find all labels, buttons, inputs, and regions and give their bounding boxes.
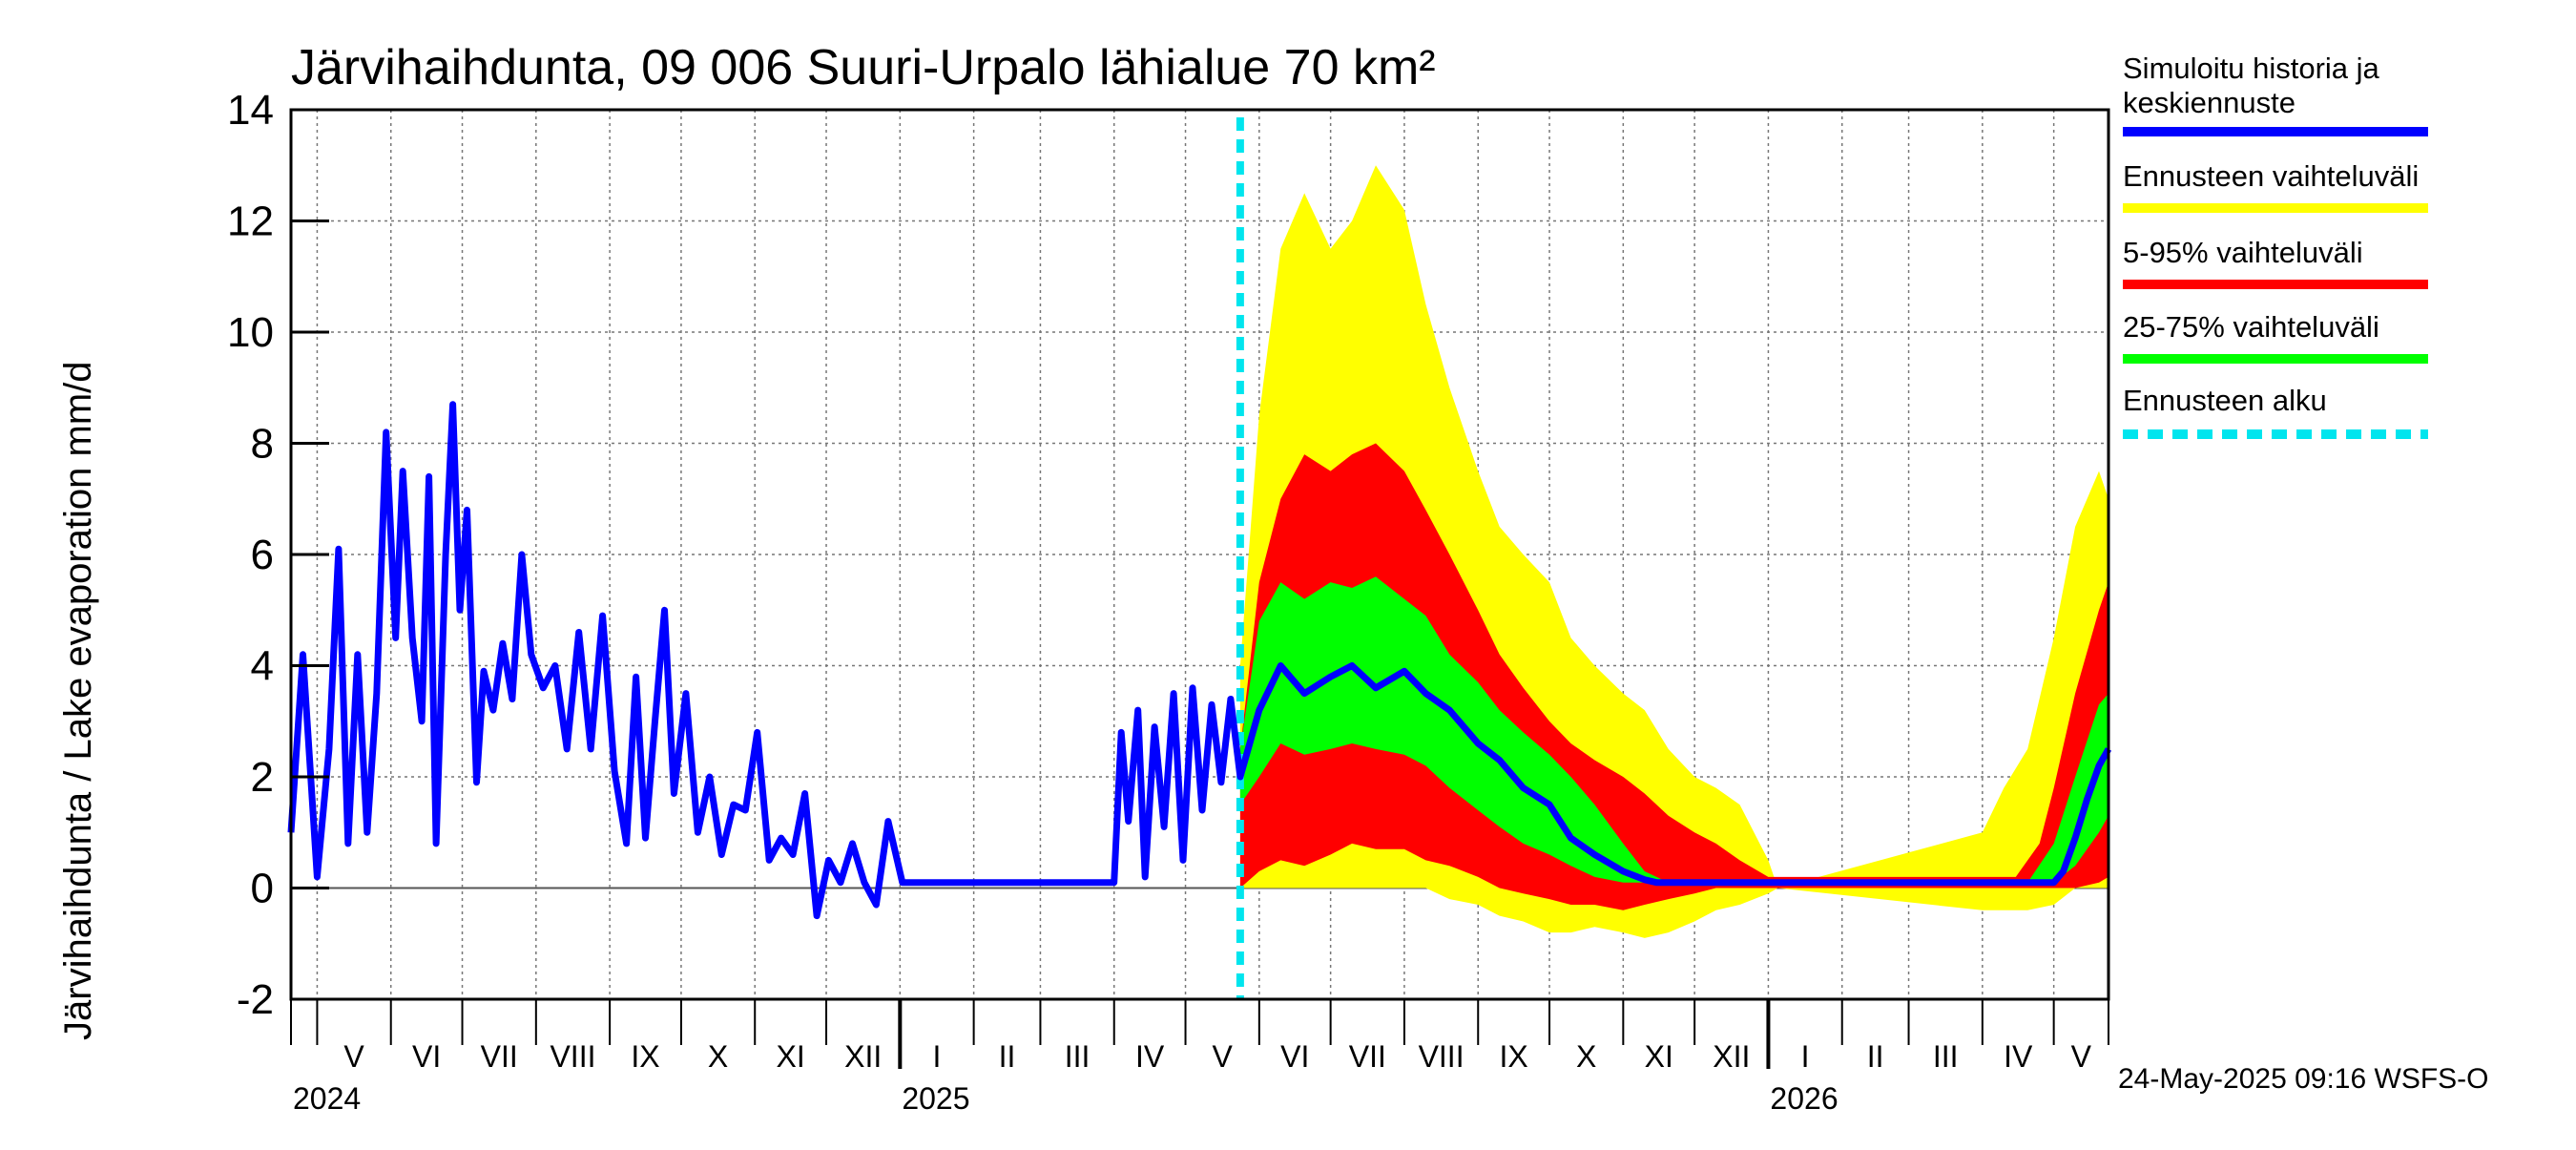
grid-lines [291, 110, 2109, 999]
month-label: II [1867, 1039, 1884, 1074]
month-label: VII [1349, 1039, 1386, 1074]
month-label: IX [631, 1039, 659, 1074]
band-25-75-vaihteluv-li [1239, 576, 2109, 883]
footer-timestamp: 24-May-2025 09:16 WSFS-O [2118, 1063, 2489, 1095]
y-tick-label: 0 [251, 866, 274, 912]
chart-title: Järvihaihdunta, 09 006 Suuri-Urpalo lähi… [291, 40, 1436, 95]
y-axis-label: Järvihaihdunta / Lake evaporation mm/d [57, 361, 99, 1040]
y-tick-label: 14 [227, 87, 274, 134]
y-tick-label: 6 [251, 532, 274, 578]
month-label: I [933, 1039, 942, 1074]
month-label: XII [1713, 1039, 1750, 1074]
year-label: 2025 [902, 1081, 969, 1116]
data-lines [287, 117, 2112, 999]
month-label: XI [777, 1039, 805, 1074]
legend-label: 25-75% vaihteluväli [2123, 310, 2379, 344]
legend-label: keskiennuste [2123, 86, 2296, 119]
y-axis: -2 0 2 4 6 8 10 12 14 [227, 87, 329, 1023]
month-label: X [708, 1039, 728, 1074]
month-label: VI [412, 1039, 441, 1074]
month-label: VI [1280, 1039, 1309, 1074]
y-tick-label: 10 [227, 309, 274, 356]
month-label: V [2071, 1039, 2092, 1074]
month-label: V [1213, 1039, 1234, 1074]
year-label: 2026 [1770, 1081, 1838, 1116]
month-label: III [1065, 1039, 1091, 1074]
month-label: V [343, 1039, 364, 1074]
month-label: IX [1500, 1039, 1528, 1074]
month-label: VII [481, 1039, 518, 1074]
legend-label: Ennusteen vaihteluväli [2123, 159, 2419, 193]
legend-label: Simuloitu historia ja [2123, 52, 2380, 85]
month-label: II [999, 1039, 1016, 1074]
year-label: 2024 [293, 1081, 361, 1116]
legend-label: 5-95% vaihteluväli [2123, 236, 2363, 269]
y-tick-label: 12 [227, 199, 274, 245]
month-label: XII [844, 1039, 882, 1074]
y-tick-label: 4 [251, 643, 274, 690]
month-label: XI [1645, 1039, 1673, 1074]
y-tick-label: 8 [251, 421, 274, 468]
x-axis: V VI VII VIII IX X XI XII I II III IV V VI VII VIII IX X X… [290, 999, 2109, 1116]
month-label: VIII [550, 1039, 595, 1074]
legend-label: Ennusteen alku [2123, 384, 2327, 417]
y-tick-label: 2 [251, 754, 274, 801]
simulated-history-line [287, 401, 2112, 920]
forecast-bands [1239, 165, 2109, 938]
month-label: III [1933, 1039, 1959, 1074]
y-tick-label: -2 [237, 976, 274, 1023]
month-label: VIII [1419, 1039, 1465, 1074]
month-label: I [1801, 1039, 1810, 1074]
month-label: X [1576, 1039, 1596, 1074]
month-label: IV [1135, 1039, 1165, 1074]
month-label: IV [2004, 1039, 2033, 1074]
